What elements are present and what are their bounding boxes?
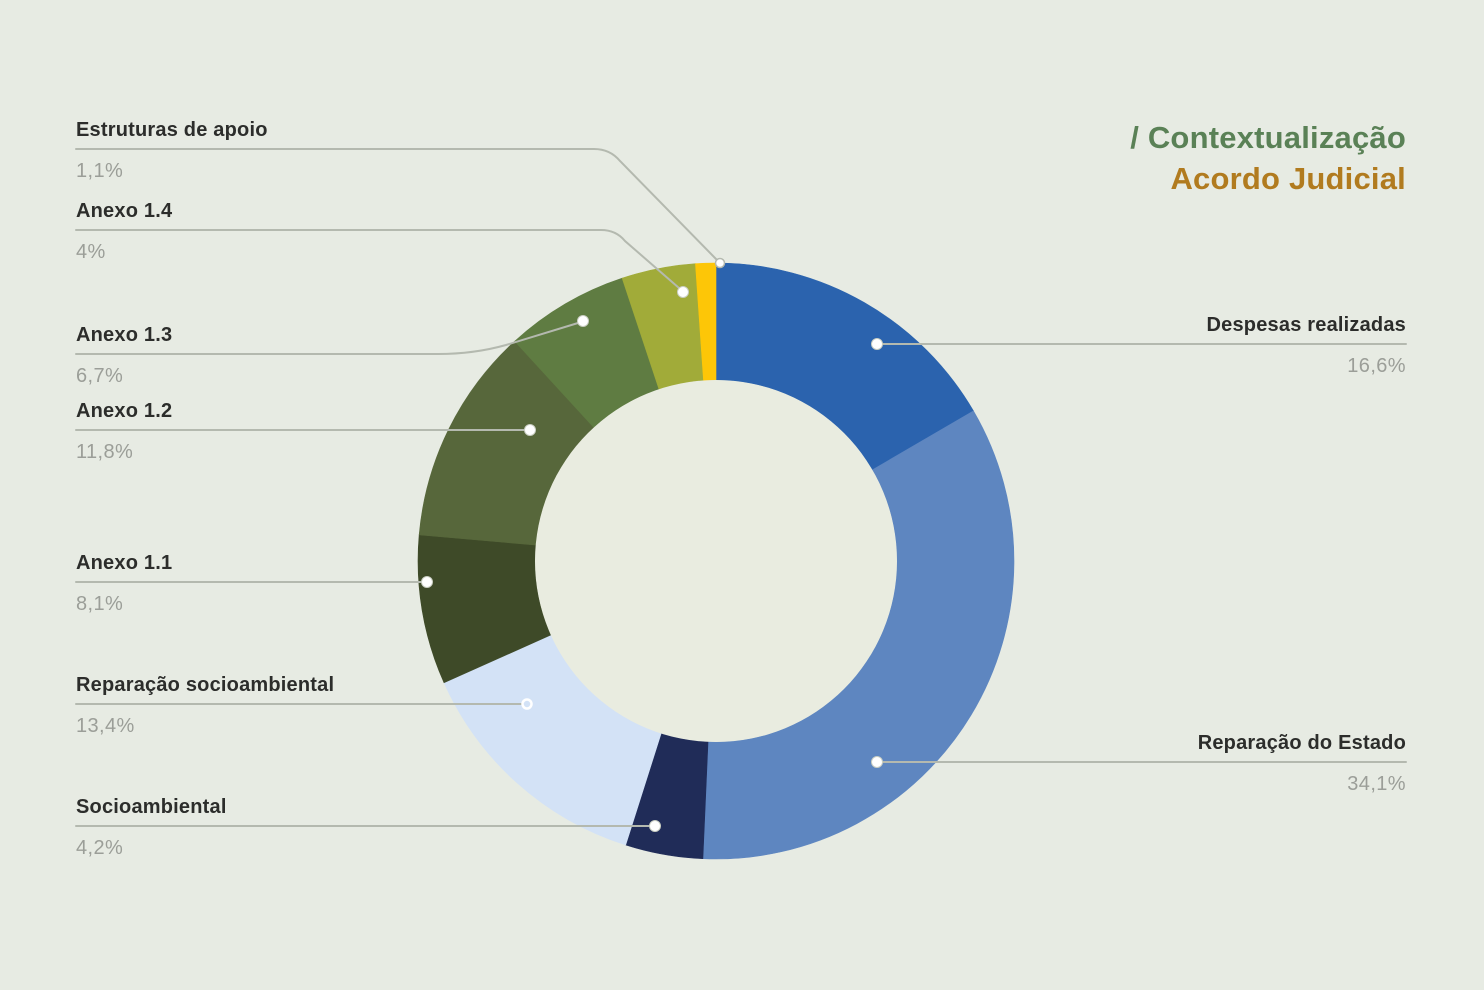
leader-dot-anexo-1-4 [677,286,689,298]
callout-title: Reparação socioambiental [76,674,335,696]
callout-anexo-1-4: Anexo 1.4 4% [76,199,496,264]
callout-despesas-realizadas: Despesas realizadas 16,6% [986,313,1406,378]
callout-title: Anexo 1.4 [76,200,173,222]
callout-anexo-1-1: Anexo 1.1 8,1% [76,551,496,616]
leader-dot-reparacao-socioambiental [521,698,533,710]
callout-value: 6,7% [76,365,124,387]
callout-anexo-1-3: Anexo 1.3 6,7% [76,323,496,388]
leader-dot-socioambiental [649,820,661,832]
leader-dot-estruturas-de-apoio [714,257,726,269]
leader-line-estruturas-de-apoio [75,148,718,261]
breadcrumb: / Contextualização [1130,120,1406,155]
callout-value: 1,1% [76,160,124,182]
callout-estruturas-de-apoio: Estruturas de apoio 1,1% [76,118,496,183]
leader-dot-anexo-1-3 [577,315,589,327]
callout-title: Socioambiental [76,796,227,818]
callout-value: 8,1% [76,593,124,615]
leader-dot-despesas-realizadas [871,338,883,350]
page-title: Acordo Judicial [1170,161,1406,196]
callout-socioambiental: Socioambiental 4,2% [76,795,496,860]
leader-dot-anexo-1-2 [524,424,536,436]
callout-title: Reparação do Estado [1197,732,1406,754]
donut-hole [535,380,897,742]
leader-line-anexo-1-3 [75,322,579,355]
callout-value: 11,8% [76,441,134,463]
leader-line-anexo-1-4 [75,229,680,289]
callout-value: 4,2% [76,837,124,859]
callout-anexo-1-2: Anexo 1.2 11,8% [76,399,496,464]
callout-title: Anexo 1.1 [76,552,173,574]
callout-title: Anexo 1.3 [76,324,173,346]
callout-value: 13,4% [76,715,135,737]
leader-dot-anexo-1-1 [421,576,433,588]
callout-title: Anexo 1.2 [76,400,173,422]
callout-value: 34,1% [1347,773,1406,795]
leader-dot-reparacao-do-estado [871,756,883,768]
leader-dots [421,257,883,832]
callout-title: Despesas realizadas [1206,314,1406,336]
donut-slices [417,262,1015,860]
chart-header: / Contextualização Acordo Judicial [1130,117,1406,199]
callout-title: Estruturas de apoio [76,119,268,141]
callout-value: 4% [76,241,106,263]
leader-lines [75,148,1407,827]
callout-reparacao-socioambiental: Reparação socioambiental 13,4% [76,673,496,738]
callout-value: 16,6% [1347,355,1406,377]
callout-reparacao-do-estado: Reparação do Estado 34,1% [986,731,1406,796]
